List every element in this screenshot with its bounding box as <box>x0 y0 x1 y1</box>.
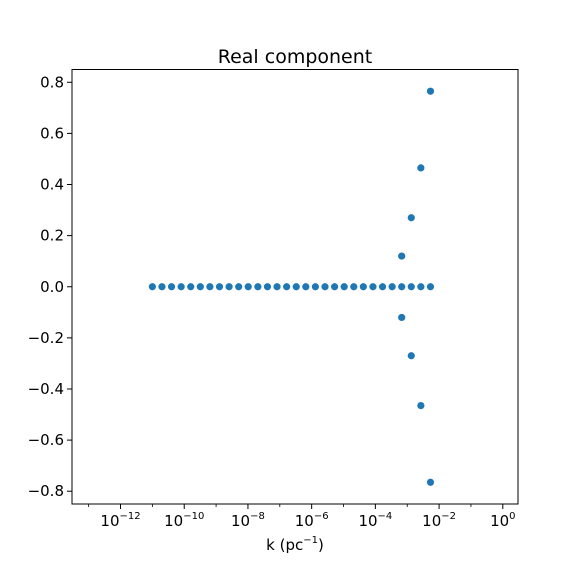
data-point <box>254 283 262 291</box>
x-tick-label-exponent: −8 <box>250 511 265 522</box>
x-tick-label: 10−8 <box>231 511 265 530</box>
y-tick-label: 0.2 <box>40 227 64 245</box>
x-tick-label: 10−6 <box>295 511 329 530</box>
x-axis-label-close: ) <box>318 536 324 554</box>
x-axis-label-superscript: −1 <box>303 535 318 546</box>
data-point <box>148 283 156 291</box>
x-tick-label: 10−4 <box>358 511 392 530</box>
data-point <box>302 283 310 291</box>
data-point <box>158 283 166 291</box>
y-tick-label: 0.4 <box>40 176 64 194</box>
data-point <box>407 283 415 291</box>
x-tick-label-base: 10 <box>422 512 441 530</box>
data-points <box>148 87 435 486</box>
data-point <box>321 283 329 291</box>
data-point <box>426 87 435 95</box>
x-tick-label-exponent: 0 <box>509 511 515 522</box>
x-axis-label-main: k (pc <box>266 536 303 554</box>
x-tick-label-base: 10 <box>100 512 119 530</box>
data-point <box>330 283 339 291</box>
data-point <box>417 283 425 291</box>
data-point <box>417 401 425 410</box>
x-tick-label: 100 <box>490 511 515 530</box>
y-tick-label: 0.8 <box>40 73 64 91</box>
data-point <box>244 283 252 291</box>
data-point <box>426 478 435 486</box>
x-tick-label: 10−12 <box>100 511 140 530</box>
data-point <box>350 283 358 291</box>
data-point <box>196 283 204 291</box>
x-axis-label: k (pc−1) <box>266 535 324 554</box>
chart-title: Real component <box>218 46 373 68</box>
data-point <box>167 283 176 291</box>
data-point <box>426 283 435 291</box>
data-point <box>398 283 406 291</box>
data-point <box>292 283 300 291</box>
x-tick-label-base: 10 <box>164 512 183 530</box>
y-tick-label: 0.6 <box>40 124 64 142</box>
data-point <box>187 283 195 291</box>
x-tick-label-exponent: −2 <box>441 511 456 522</box>
data-point <box>263 283 272 291</box>
data-point <box>206 283 214 291</box>
x-tick-label-exponent: −4 <box>378 511 393 522</box>
data-point <box>378 283 387 291</box>
data-point <box>398 252 406 260</box>
x-tick-label-base: 10 <box>490 512 509 530</box>
x-tick-label-base: 10 <box>358 512 377 530</box>
data-point <box>283 283 291 291</box>
data-point <box>359 283 367 291</box>
x-tick-label-base: 10 <box>295 512 314 530</box>
x-tick-label: 10−10 <box>164 511 204 530</box>
data-point <box>215 283 224 291</box>
x-tick-label-base: 10 <box>231 512 250 530</box>
x-tick-label-exponent: −6 <box>314 511 329 522</box>
x-tick-label: 10−2 <box>422 511 456 530</box>
data-point <box>388 283 396 291</box>
x-tick-label-exponent: −10 <box>183 511 204 522</box>
data-point <box>369 283 377 291</box>
data-point <box>235 283 243 291</box>
data-point <box>177 283 185 291</box>
data-point <box>273 283 281 291</box>
y-tick-label: −0.4 <box>28 380 64 398</box>
x-tick-label-exponent: −12 <box>120 511 141 522</box>
data-point <box>311 283 319 291</box>
data-point <box>407 214 415 222</box>
plot-area-frame <box>71 69 519 505</box>
data-point <box>407 352 415 360</box>
y-axis-ticks: 0.8 0.6 0.4 0.2 0.0 −0.2 −0.4 −0.6 −0.8 <box>28 73 72 500</box>
y-tick-label: −0.8 <box>28 482 64 500</box>
data-point <box>340 283 348 291</box>
y-tick-label: −0.6 <box>28 431 64 449</box>
x-axis-ticks: 10−12 10−10 10−8 10−6 10−4 10−2 100 <box>88 504 516 530</box>
data-point <box>417 164 425 172</box>
data-point <box>398 313 406 322</box>
data-point <box>225 283 233 291</box>
y-tick-label: 0.0 <box>40 278 64 296</box>
y-tick-label: −0.2 <box>28 329 64 347</box>
